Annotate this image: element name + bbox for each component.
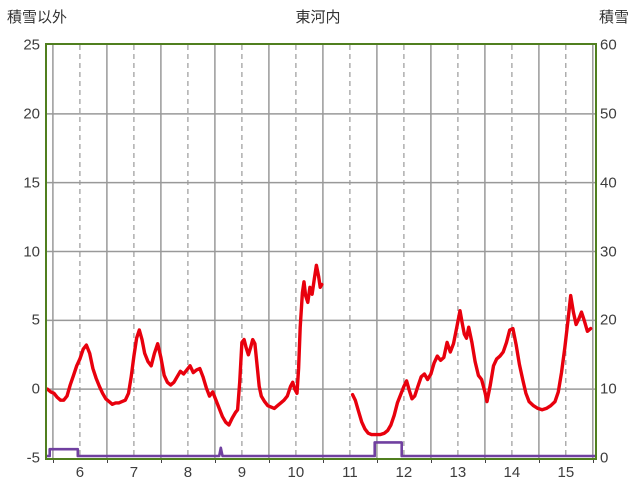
x-axis-tick: 14 [503,464,521,481]
right-axis-tick: 60 [600,36,617,54]
right-axis-tick: 30 [600,243,617,260]
x-axis-tick: 11 [342,464,358,481]
x-axis-tickmark [52,459,54,463]
x-axis-tickmark [430,459,432,463]
right-axis-tick: 20 [600,311,617,329]
series-0-line [47,263,324,427]
x-axis-tickmark [268,459,270,463]
x-axis-tick: 9 [237,464,247,481]
left-axis-tick: 25 [23,36,40,54]
x-axis-tick: 8 [183,464,193,481]
x-axis-tickmark [106,459,108,463]
x-axis-tickmark [538,459,540,463]
right-axis-title: 積雪 [598,9,629,26]
x-axis-tick: 13 [449,464,467,481]
series-1-line [47,441,595,458]
right-axis-tick: 0 [600,449,609,467]
x-axis-tick: 12 [395,464,413,481]
left-axis-tick: 20 [23,105,40,123]
x-axis-tickmark [214,459,216,463]
left-axis-tick: 10 [23,243,40,260]
x-axis-tick: 6 [75,464,85,481]
x-axis-tick: 7 [129,464,139,481]
plot-canvas [47,45,595,458]
right-axis-tick: 10 [600,380,617,398]
x-axis-tickmark [484,459,486,463]
left-axis-tick: 15 [23,174,40,192]
right-axis-tick: 50 [600,105,617,123]
x-axis-tick: 10 [287,464,305,481]
right-axis-tick: 40 [600,174,617,192]
series-0-line [350,293,593,437]
x-axis-tickmark [376,459,378,463]
x-axis-tickmark [322,459,324,463]
chart-title: 東河内 [295,9,341,26]
x-axis-tickmark [160,459,162,463]
x-axis-tick: 15 [557,464,575,481]
left-axis-tick: -5 [26,449,40,467]
left-axis-tick: 0 [31,380,40,398]
plot-area [45,43,597,460]
x-axis-tickmark [592,459,594,463]
left-axis-title: 積雪以外 [7,9,68,26]
left-axis-tick: 5 [31,311,40,329]
